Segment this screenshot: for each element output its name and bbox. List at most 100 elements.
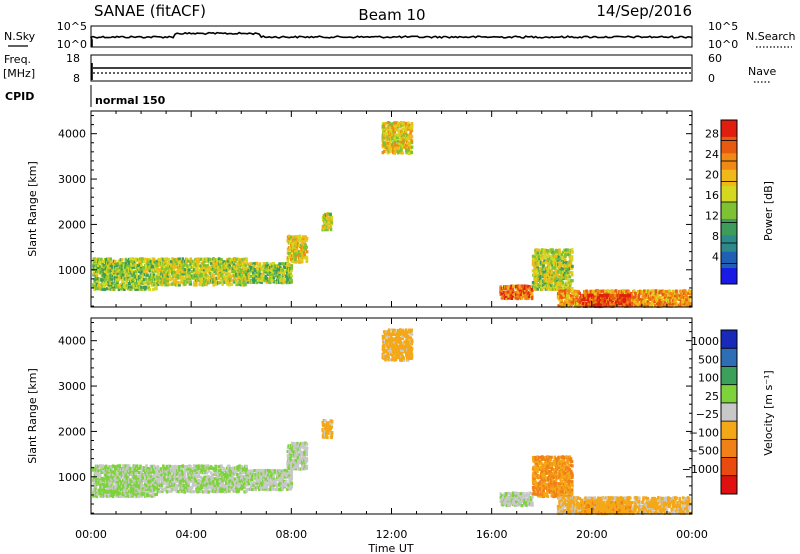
- echo-cell: [551, 275, 554, 279]
- echo-cell: [290, 446, 293, 450]
- echo-cell: [646, 304, 650, 308]
- echo-cell: [164, 467, 167, 471]
- echo-cell: [502, 287, 506, 291]
- echo-cell: [202, 263, 206, 268]
- echo-cell: [520, 286, 524, 290]
- echo-cell: [255, 266, 259, 270]
- echo-cell: [192, 270, 196, 274]
- echo-cell: [643, 304, 646, 308]
- echo-cell: [546, 273, 550, 277]
- echo-cell: [283, 484, 287, 488]
- echo-cell: [197, 474, 201, 478]
- echo-cell: [228, 283, 231, 287]
- echo-cell: [406, 137, 409, 141]
- echo-cell: [382, 356, 386, 360]
- echo-cell: [552, 261, 555, 265]
- colorbar-segment: [721, 202, 737, 219]
- echo-cell: [197, 485, 200, 489]
- echo-cell: [408, 133, 411, 137]
- echo-cell: [321, 218, 325, 222]
- echo-cell: [609, 299, 612, 304]
- echo-cell: [230, 485, 234, 489]
- echo-cell: [94, 476, 98, 481]
- echo-cell: [271, 473, 274, 477]
- echo-cell: [127, 285, 131, 289]
- echo-cell: [272, 475, 275, 479]
- echo-cell: [304, 235, 307, 239]
- echo-cell: [530, 296, 534, 301]
- nsearch-bottom-tick: 10^0: [708, 38, 738, 51]
- echo-cell: [95, 263, 99, 267]
- echo-cell: [329, 224, 333, 228]
- echo-cell: [153, 484, 156, 488]
- echo-cell: [564, 291, 567, 295]
- echo-cell: [155, 287, 158, 291]
- echo-cell: [321, 427, 324, 431]
- echo-cell: [120, 267, 124, 271]
- echo-cell: [268, 477, 271, 481]
- echo-cell: [539, 277, 542, 281]
- echo-cell: [176, 477, 180, 481]
- echo-cell: [549, 256, 552, 261]
- echo-cell: [102, 464, 106, 468]
- echo-cell: [113, 265, 117, 269]
- echo-cell: [115, 480, 119, 484]
- echo-cell: [135, 464, 139, 468]
- echo-cell: [388, 145, 392, 149]
- echo-cell: [114, 260, 117, 264]
- echo-cell: [119, 269, 123, 273]
- echo-cell: [170, 277, 173, 281]
- echo-cell: [238, 481, 242, 486]
- echo-cell: [305, 250, 309, 254]
- echo-cell: [111, 476, 115, 480]
- echo-cell: [158, 490, 162, 494]
- echo-cell: [121, 271, 124, 275]
- echo-cell: [527, 294, 531, 298]
- echo-cell: [613, 295, 617, 300]
- echo-cell: [516, 294, 519, 298]
- echo-cell: [543, 256, 546, 260]
- echo-cell: [286, 262, 289, 266]
- echo-cell: [290, 454, 293, 458]
- echo-cell: [243, 280, 246, 284]
- echo-cell: [149, 281, 152, 285]
- echo-cell: [245, 488, 248, 492]
- echo-cell: [251, 487, 254, 491]
- echo-cell: [119, 482, 123, 486]
- echo-cell: [535, 279, 539, 283]
- echo-cell: [138, 275, 141, 279]
- echo-cell: [283, 266, 287, 270]
- echo-cell: [234, 266, 237, 270]
- echo-cell: [275, 268, 279, 272]
- echo-cell: [205, 471, 209, 475]
- echo-cell: [226, 274, 229, 278]
- echo-cell: [151, 275, 155, 279]
- echo-cell: [212, 280, 215, 284]
- echo-cell: [130, 267, 133, 271]
- echo-cell: [551, 287, 555, 291]
- echo-cell: [241, 257, 245, 262]
- echo-cell: [544, 275, 547, 279]
- echo-cell: [288, 456, 292, 460]
- cpid-value: normal 150: [95, 94, 166, 107]
- echo-cell: [657, 295, 660, 299]
- echo-cell: [566, 248, 570, 252]
- echo-cell: [135, 470, 139, 474]
- echo-cell: [275, 270, 279, 274]
- echo-cell: [228, 263, 231, 268]
- echo-cell: [587, 295, 590, 300]
- echo-cell: [271, 485, 275, 489]
- echo-cell: [137, 269, 141, 273]
- echo-cell: [294, 448, 297, 452]
- echo-cell: [160, 467, 163, 471]
- echo-cell: [110, 492, 114, 496]
- echo-cell: [283, 475, 287, 479]
- echo-cell: [604, 302, 608, 306]
- echo-cell: [113, 276, 117, 280]
- echo-cell: [172, 265, 176, 270]
- echo-cell: [161, 469, 165, 473]
- echo-cell: [145, 464, 148, 468]
- echo-cell: [178, 283, 181, 287]
- echo-cell: [294, 255, 297, 260]
